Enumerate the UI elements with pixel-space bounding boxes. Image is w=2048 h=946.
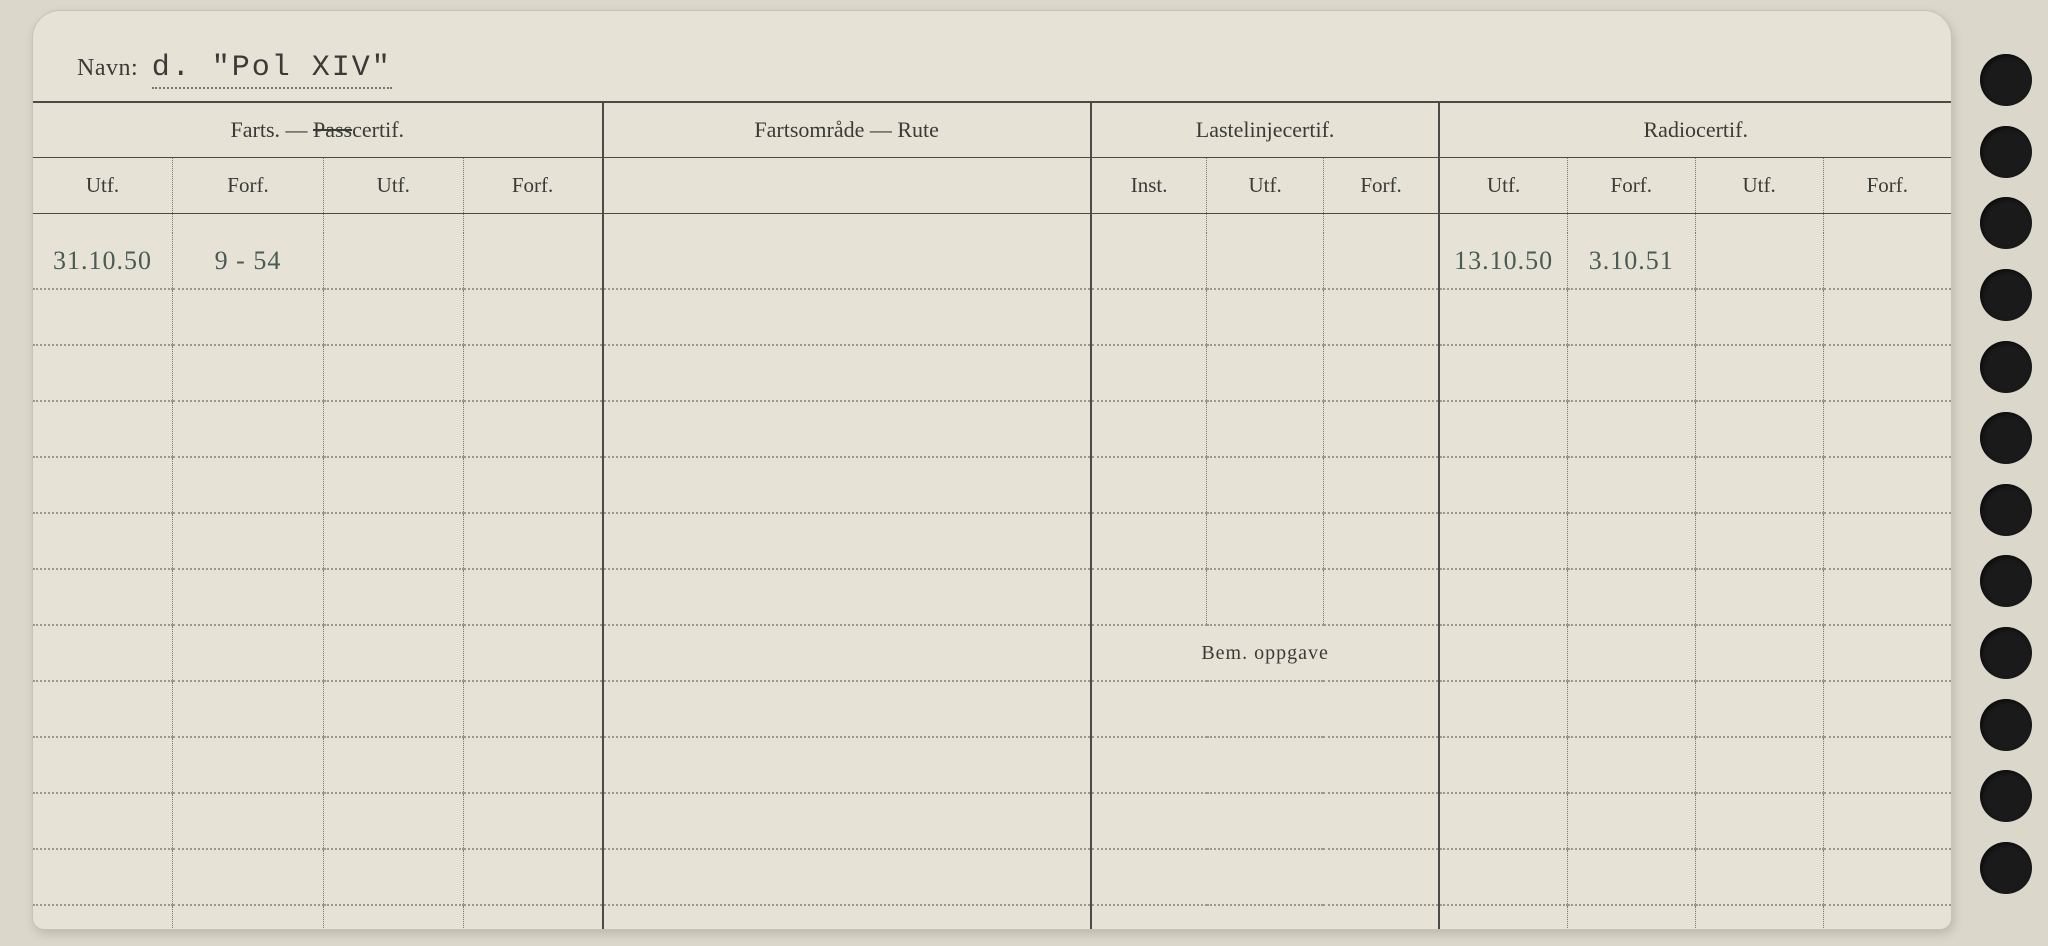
table-row: 31.10.50 9 - 54 13.10.50 3.10.51 — [33, 233, 1951, 289]
hole-icon — [1980, 412, 2032, 464]
hole-icon — [1980, 627, 2032, 679]
col-r-utf2: Utf. — [1695, 157, 1823, 213]
farts-strike: Pass — [313, 117, 352, 142]
bem-cell — [1091, 849, 1440, 905]
col-f-utf2: Utf. — [324, 157, 463, 213]
table-row — [33, 681, 1951, 737]
table-row — [33, 401, 1951, 457]
certificate-table: Farts. — Passcertif. Fartsområde — Rute … — [33, 103, 1951, 930]
cell-f-forf1: 9 - 54 — [172, 233, 323, 289]
col-f-forf1: Forf. — [172, 157, 323, 213]
table-wrap: Farts. — Passcertif. Fartsområde — Rute … — [33, 103, 1951, 930]
table-row — [33, 569, 1951, 625]
hole-icon — [1980, 341, 2032, 393]
punch-holes — [1980, 54, 2040, 894]
gap-row — [33, 213, 1951, 233]
bem-cell — [1091, 905, 1440, 930]
cell-r-utf1: 13.10.50 — [1439, 233, 1567, 289]
table-row — [33, 905, 1951, 930]
hole-icon — [1980, 126, 2032, 178]
hole-icon — [1980, 484, 2032, 536]
cell-r-forf2 — [1823, 233, 1951, 289]
cell-l-inst — [1091, 233, 1207, 289]
col-r-forf1: Forf. — [1567, 157, 1695, 213]
col-f-utf1: Utf. — [33, 157, 172, 213]
navn-value: d. "Pol XIV" — [152, 51, 392, 89]
table-row — [33, 793, 1951, 849]
section-farts: Farts. — Passcertif. — [33, 103, 603, 157]
hole-icon — [1980, 770, 2032, 822]
col-l-forf: Forf. — [1323, 157, 1439, 213]
hole-icon — [1980, 269, 2032, 321]
table-row — [33, 849, 1951, 905]
hole-icon — [1980, 197, 2032, 249]
cell-f-utf2 — [324, 233, 463, 289]
cell-f-utf1: 31.10.50 — [33, 233, 172, 289]
hole-icon — [1980, 54, 2032, 106]
section-header-row: Farts. — Passcertif. Fartsområde — Rute … — [33, 103, 1951, 157]
cell-r-forf1: 3.10.51 — [1567, 233, 1695, 289]
section-radio: Radiocertif. — [1439, 103, 1951, 157]
hole-icon — [1980, 555, 2032, 607]
table-row — [33, 737, 1951, 793]
table-row — [33, 513, 1951, 569]
bem-header-row: Bem. oppgave — [33, 625, 1951, 681]
cell-r-utf2 — [1695, 233, 1823, 289]
hole-icon — [1980, 842, 2032, 894]
bem-cell — [1091, 681, 1440, 737]
section-rute: Fartsområde — Rute — [603, 103, 1091, 157]
bem-cell — [1091, 737, 1440, 793]
col-r-utf1: Utf. — [1439, 157, 1567, 213]
section-laste: Lastelinjecertif. — [1091, 103, 1440, 157]
col-l-utf: Utf. — [1207, 157, 1323, 213]
table-row — [33, 289, 1951, 345]
table-row — [33, 457, 1951, 513]
sub-header-row: Utf. Forf. Utf. Forf. Inst. Utf. Forf. U… — [33, 157, 1951, 213]
bem-cell — [1091, 793, 1440, 849]
record-card: Navn: d. "Pol XIV" Farts. — Passcertif. … — [32, 10, 1952, 930]
cell-f-forf2 — [463, 233, 603, 289]
hole-icon — [1980, 699, 2032, 751]
cell-l-forf — [1323, 233, 1439, 289]
navn-label: Navn: — [77, 55, 138, 81]
col-l-inst: Inst. — [1091, 157, 1207, 213]
farts-pre: Farts. — — [231, 117, 314, 142]
bem-oppgave-label: Bem. oppgave — [1091, 625, 1440, 681]
cell-l-utf — [1207, 233, 1323, 289]
col-f-forf2: Forf. — [463, 157, 603, 213]
col-r-forf2: Forf. — [1823, 157, 1951, 213]
header-row: Navn: d. "Pol XIV" — [33, 11, 1951, 103]
col-rute-empty — [603, 157, 1091, 213]
table-row — [33, 345, 1951, 401]
cell-rute — [603, 233, 1091, 289]
farts-post: certif. — [352, 117, 404, 142]
